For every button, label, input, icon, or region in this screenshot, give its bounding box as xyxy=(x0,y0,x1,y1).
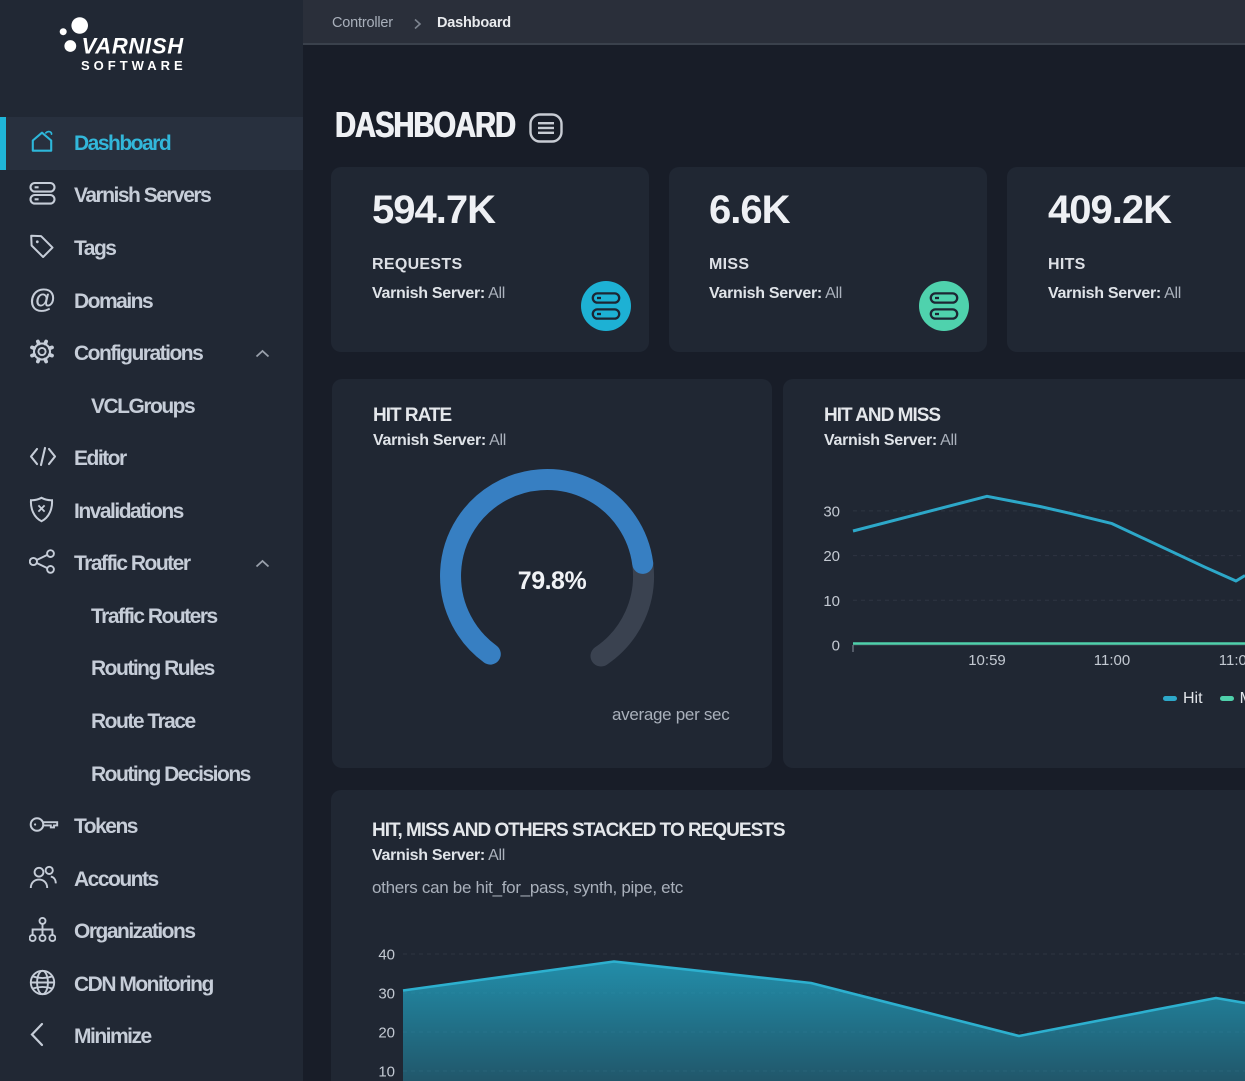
svg-text:20: 20 xyxy=(823,548,840,565)
svg-text:SOFTWARE: SOFTWARE xyxy=(81,58,187,73)
svg-text:30: 30 xyxy=(378,986,395,1003)
svg-text:11:01: 11:01 xyxy=(1219,652,1245,669)
svg-text:11:00: 11:00 xyxy=(1094,652,1130,669)
svg-text:0: 0 xyxy=(832,638,840,655)
svg-text:10: 10 xyxy=(823,593,840,610)
svg-text:@: @ xyxy=(29,286,55,313)
svg-text:10: 10 xyxy=(378,1064,395,1081)
svg-text:20: 20 xyxy=(378,1025,395,1042)
svg-text:40: 40 xyxy=(378,947,395,964)
svg-text:30: 30 xyxy=(823,503,840,520)
svg-text:10:59: 10:59 xyxy=(968,652,1006,669)
svg-text:VARNISH: VARNISH xyxy=(82,34,185,59)
